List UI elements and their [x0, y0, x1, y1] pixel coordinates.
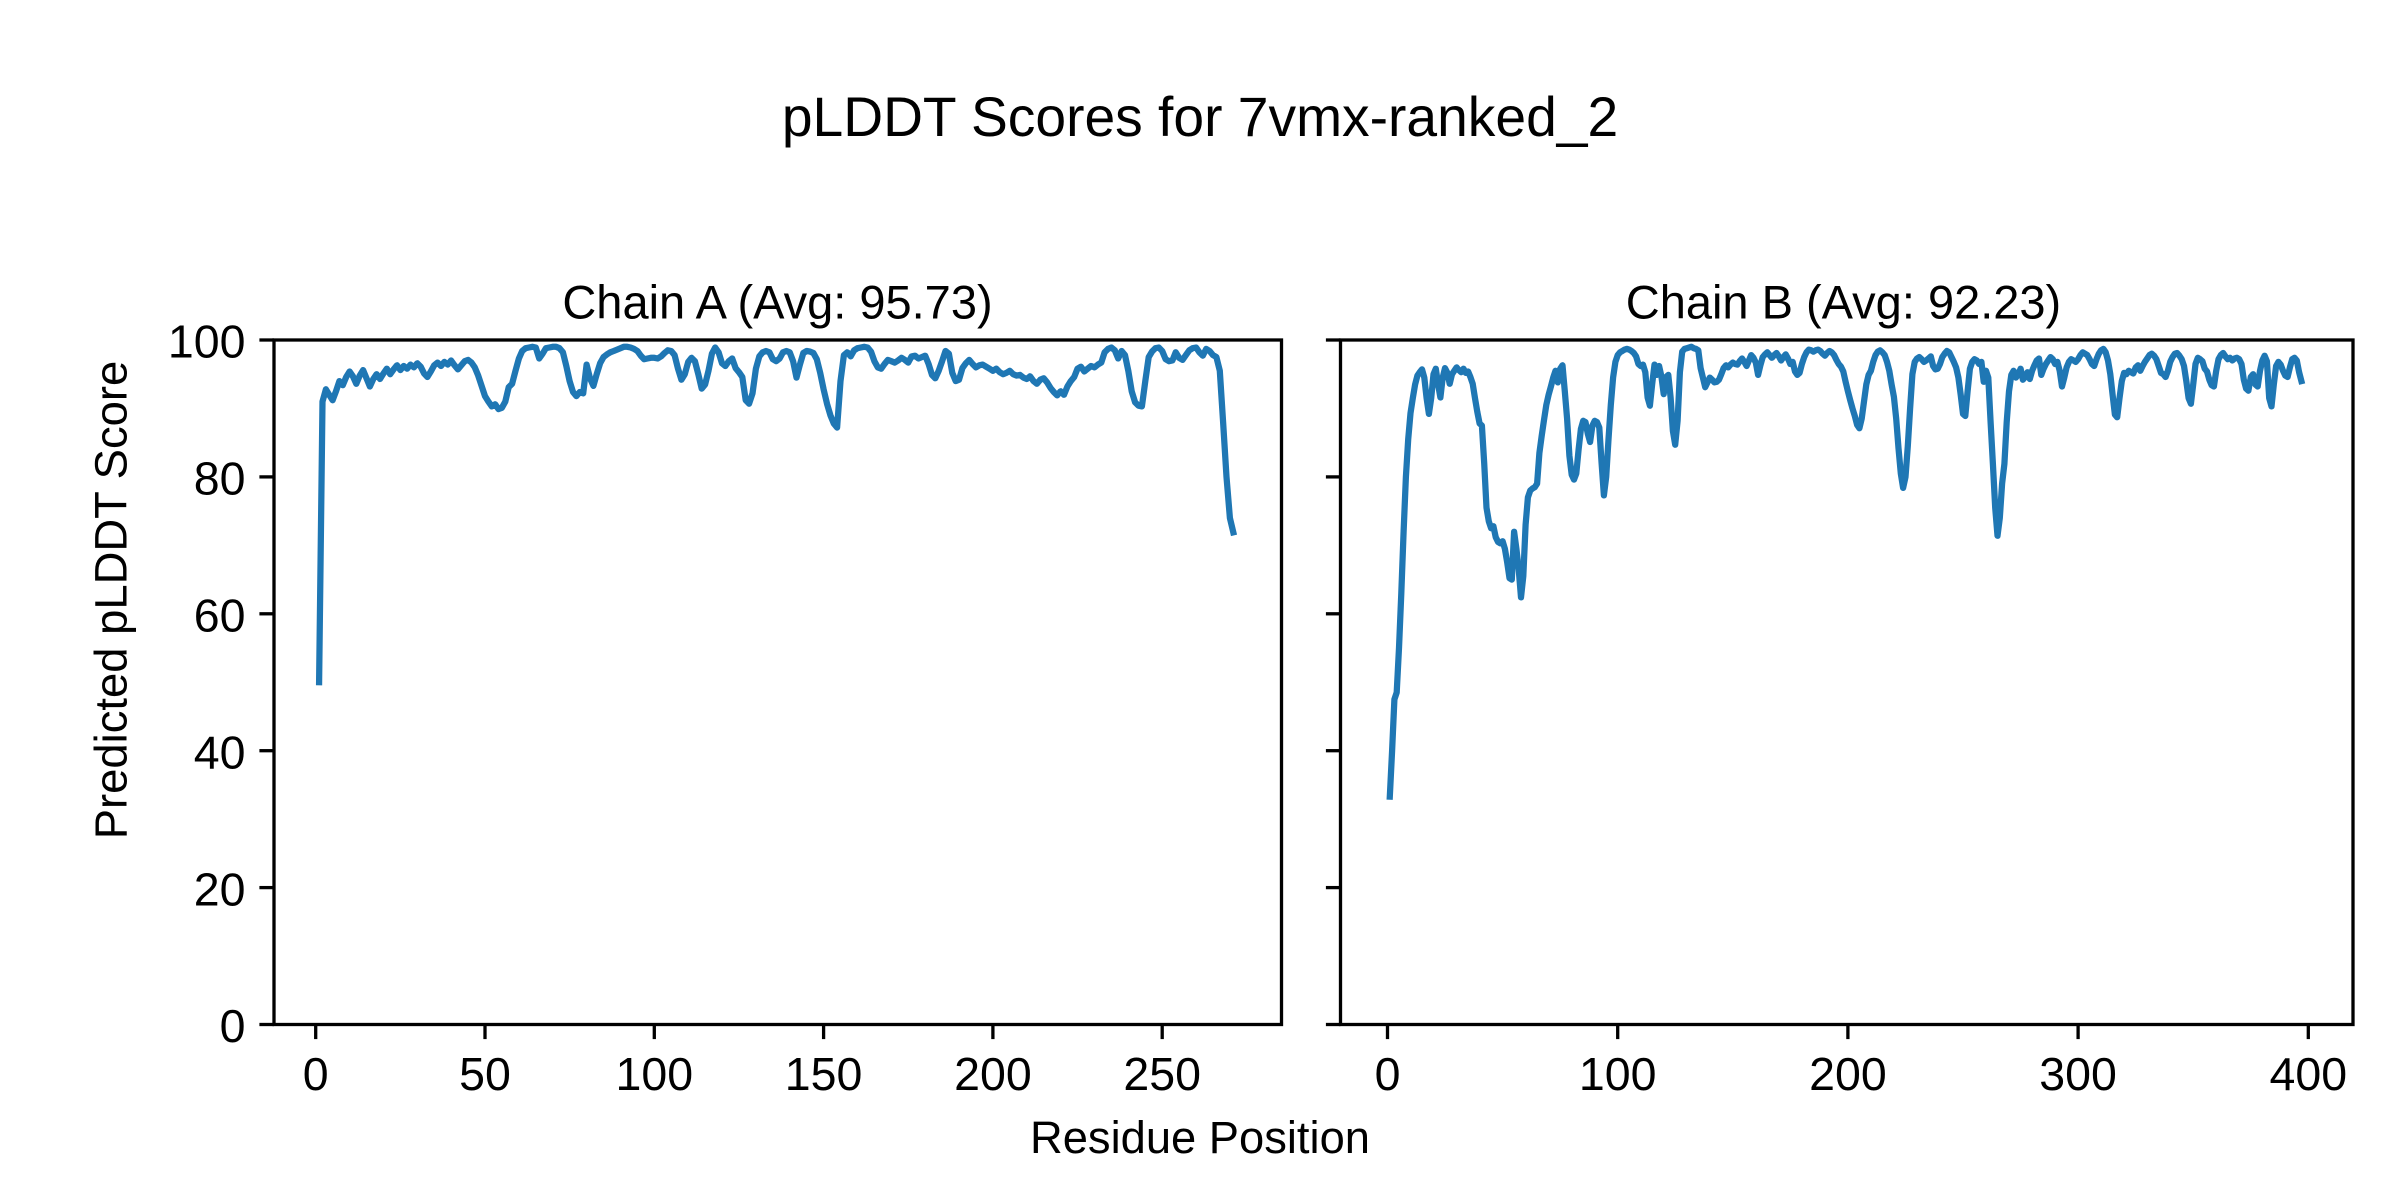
svg-text:0: 0 [220, 1000, 246, 1052]
svg-text:100: 100 [616, 1048, 694, 1100]
svg-text:300: 300 [2039, 1048, 2117, 1100]
svg-text:Predicted pLDDT Score: Predicted pLDDT Score [86, 361, 137, 840]
svg-text:150: 150 [785, 1048, 863, 1100]
svg-text:100: 100 [168, 316, 246, 368]
svg-text:0: 0 [303, 1048, 329, 1100]
svg-text:200: 200 [1809, 1048, 1887, 1100]
svg-text:Residue Position: Residue Position [1030, 1112, 1370, 1163]
svg-text:Chain B (Avg: 92.23): Chain B (Avg: 92.23) [1626, 276, 2061, 329]
svg-text:40: 40 [194, 727, 246, 779]
svg-text:400: 400 [2270, 1048, 2348, 1100]
svg-text:pLDDT Scores for 7vmx-ranked_2: pLDDT Scores for 7vmx-ranked_2 [782, 86, 1618, 148]
svg-text:50: 50 [459, 1048, 511, 1100]
svg-text:80: 80 [194, 453, 246, 505]
svg-text:Chain A (Avg: 95.73): Chain A (Avg: 95.73) [562, 276, 992, 329]
svg-text:60: 60 [194, 590, 246, 642]
svg-text:100: 100 [1579, 1048, 1657, 1100]
svg-text:200: 200 [954, 1048, 1032, 1100]
svg-text:250: 250 [1123, 1048, 1201, 1100]
svg-text:0: 0 [1375, 1048, 1401, 1100]
svg-text:20: 20 [194, 864, 246, 916]
